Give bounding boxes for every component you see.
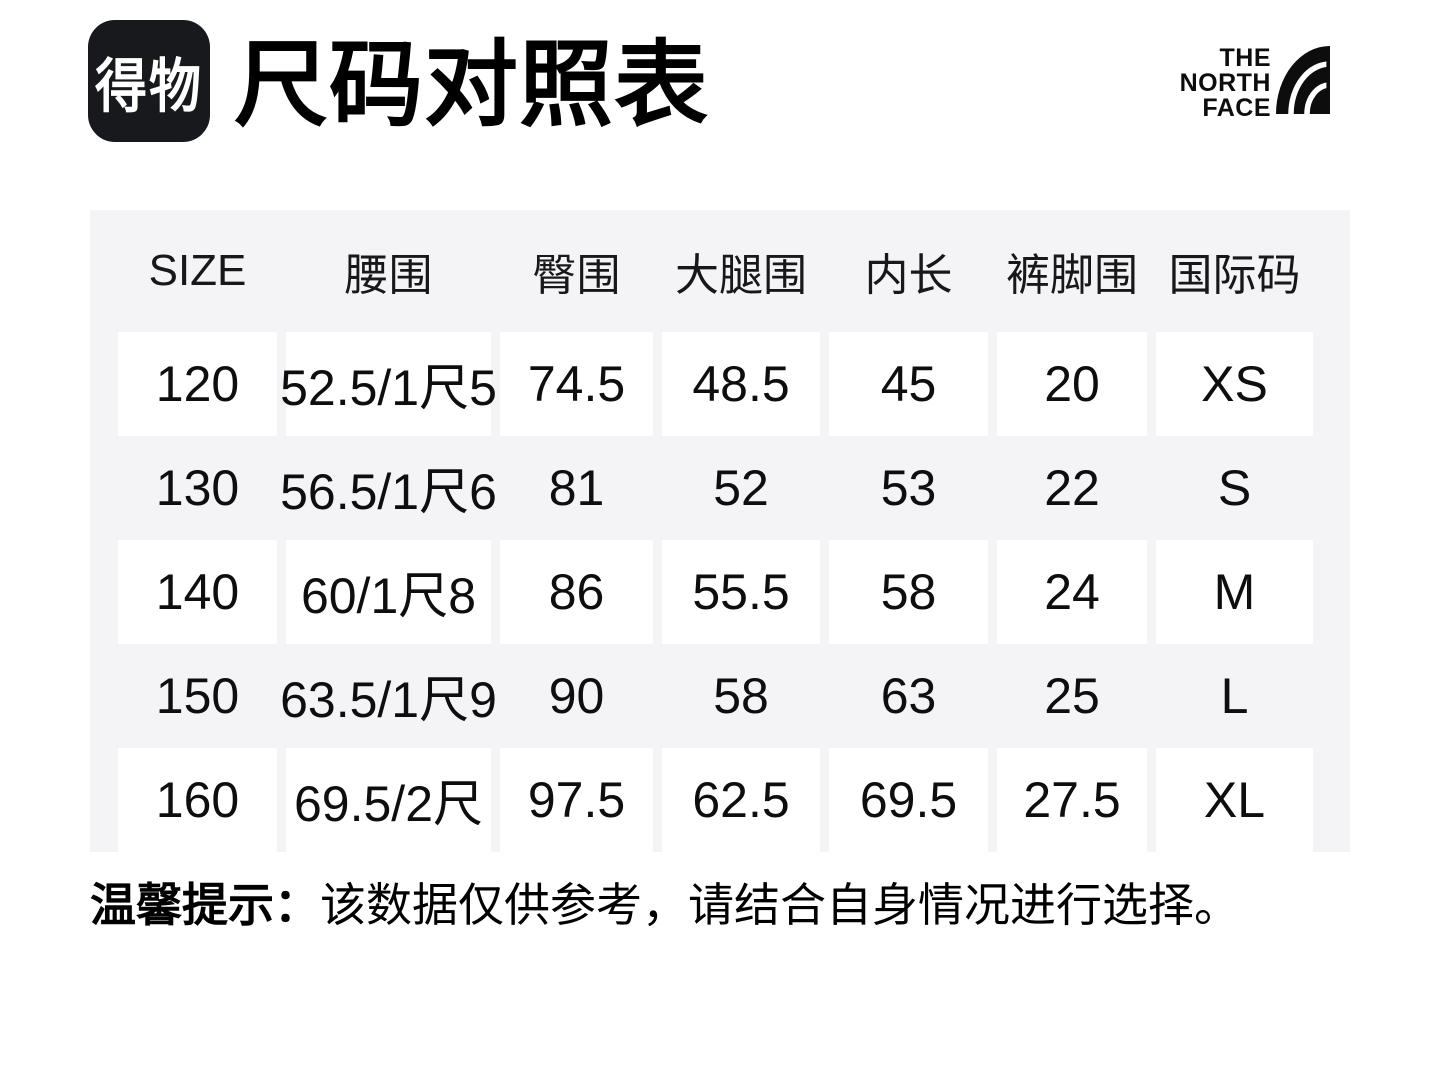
table-cell: M — [1156, 540, 1313, 644]
dewu-logo: 得物 — [88, 20, 210, 142]
table-row: 150 63.5/1尺9 90 58 63 25 L — [118, 644, 1350, 748]
table-cell: 27.5 — [997, 748, 1147, 852]
table-cell: 52 — [713, 460, 769, 516]
column-header: 大腿围 — [675, 251, 807, 300]
column-header: 腰围 — [344, 251, 433, 300]
dewu-logo-text: 得物 — [94, 54, 203, 120]
table-cell: 150 — [155, 668, 240, 724]
table-cell: 160 — [118, 748, 277, 852]
column-header: SIZE — [148, 246, 247, 295]
page-title: 尺码对照表 — [234, 32, 710, 137]
table-cell: 48.5 — [662, 332, 820, 436]
table-row: 120 52.5/1尺5 74.5 48.5 45 20 XS — [118, 332, 1350, 436]
table-cell: 45 — [829, 332, 988, 436]
table-cell: 58 — [713, 668, 769, 724]
wordmark-line-face: FACE — [1202, 94, 1271, 122]
table-cell: 74.5 — [500, 332, 653, 436]
table-cell: 69.5/2尺 — [286, 748, 491, 852]
table-cell: 63 — [880, 668, 937, 724]
north-face-wordmark: THE NORTH FACE — [1179, 44, 1271, 121]
header-bar: 得物 尺码对照表 THE NORTH FACE — [88, 20, 1330, 142]
table-row: 140 60/1尺8 86 55.5 58 24 M — [118, 540, 1350, 644]
half-dome-icon — [1276, 46, 1330, 114]
size-table-panel: SIZE 腰围 臀围 大腿围 内长 裤脚围 国际码 120 52.5/1尺5 74.5 48.5 45… — [90, 210, 1350, 852]
table-cell: S — [1217, 460, 1252, 516]
column-header: 国际码 — [1168, 251, 1301, 300]
table-cell: 86 — [500, 540, 653, 644]
table-cell: 69.5 — [829, 748, 988, 852]
table-cell: 63.5/1尺9 — [280, 672, 497, 728]
table-cell: XL — [1156, 748, 1313, 852]
wordmark-line-north: NORTH — [1179, 69, 1271, 97]
table-cell: 90 — [548, 668, 605, 724]
table-cell: 24 — [997, 540, 1147, 644]
table-cell: L — [1220, 668, 1249, 724]
table-cell: 97.5 — [500, 748, 653, 852]
tip-label: 温馨提示： — [90, 879, 320, 931]
table-cell: 53 — [880, 460, 937, 516]
column-header: 臀围 — [532, 251, 621, 300]
table-cell: 62.5 — [662, 748, 820, 852]
table-cell: 25 — [1044, 668, 1100, 724]
tip-body: 该数据仅供参考，请结合自身情况进行选择。 — [320, 879, 1240, 931]
table-cell: XS — [1156, 332, 1313, 436]
table-cell: 140 — [118, 540, 277, 644]
north-face-logo: THE NORTH FACE — [1179, 44, 1330, 121]
column-header: 内长 — [864, 251, 953, 300]
table-cell: 81 — [548, 460, 605, 516]
column-header: 裤脚围 — [1006, 251, 1138, 300]
table-cell: 58 — [829, 540, 988, 644]
table-cell: 60/1尺8 — [286, 540, 491, 644]
table-cell: 20 — [997, 332, 1147, 436]
table-cell: 130 — [155, 460, 240, 516]
table-cell: 55.5 — [662, 540, 820, 644]
table-cell: 120 — [118, 332, 277, 436]
wordmark-line-the: THE — [1219, 44, 1271, 72]
table-header-row: SIZE 腰围 臀围 大腿围 内长 裤脚围 国际码 — [118, 210, 1350, 332]
table-cell: 56.5/1尺6 — [280, 464, 497, 520]
table-row: 160 69.5/2尺 97.5 62.5 69.5 27.5 XL — [118, 748, 1350, 852]
table-cell: 22 — [1044, 460, 1100, 516]
table-cell: 52.5/1尺5 — [280, 332, 497, 436]
tip-text: 温馨提示：该数据仅供参考，请结合自身情况进行选择。 — [90, 874, 1240, 936]
table-row: 130 56.5/1尺6 81 52 53 22 S — [118, 436, 1350, 540]
